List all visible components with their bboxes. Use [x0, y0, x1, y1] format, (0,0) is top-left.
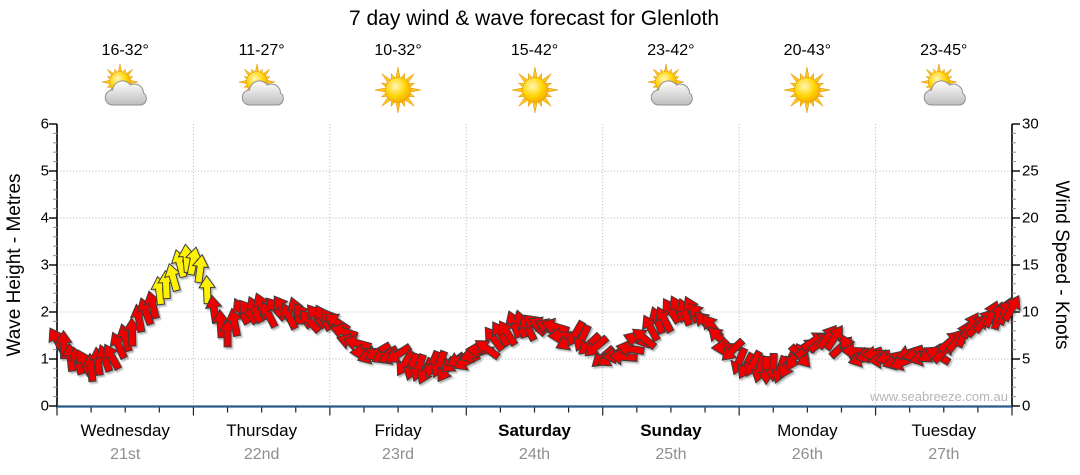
day-name-label: Sunday [640, 421, 702, 440]
sunny-icon [781, 64, 833, 121]
temp-range-label: 16-32° [101, 42, 149, 59]
right-axis-tick: 5 [1022, 350, 1031, 368]
right-axis-tick: 30 [1022, 115, 1039, 133]
right-axis-tick: 10 [1022, 303, 1039, 321]
right-axis-tick: 15 [1022, 256, 1039, 274]
chart-title: 7 day wind & wave forecast for Glenloth [348, 7, 720, 30]
wind-arrow [191, 253, 210, 284]
partly-cloudy-icon [918, 63, 970, 121]
wind-arrow [632, 328, 658, 351]
temp-range-label: 11-27° [238, 42, 285, 59]
day-name-label: Saturday [498, 421, 571, 440]
left-axis-tick: 2 [40, 303, 49, 321]
left-axis-tick: 4 [40, 209, 49, 227]
left-axis-tick: 3 [40, 256, 49, 274]
watermark: www.seabreeze.com.au [869, 389, 1008, 404]
sunny-icon [509, 64, 561, 121]
wind-arrow [54, 329, 73, 360]
right-axis-tick: 25 [1022, 162, 1039, 180]
wind-arrow [474, 340, 501, 361]
day-name-label: Monday [777, 421, 838, 440]
left-axis-tick: 0 [40, 397, 49, 415]
left-axis-tick: 5 [40, 162, 49, 180]
temp-range-label: 10-32° [374, 42, 422, 59]
partly-cloudy-icon [645, 63, 697, 121]
day-date-label: 27th [928, 446, 960, 463]
wind-arrow-series [48, 243, 1021, 386]
temp-range-label: 20-43° [783, 42, 832, 59]
day-date-label: 26th [791, 446, 823, 463]
partly-cloudy-icon [99, 63, 151, 121]
day-date-label: 25th [655, 446, 687, 463]
temp-range-label: 23-42° [647, 42, 695, 59]
day-date-label: 24th [518, 446, 551, 463]
wind-arrow [721, 337, 746, 361]
wind-arrow [385, 342, 413, 363]
wind-arrow [584, 334, 610, 357]
day-date-label: 22nd [243, 446, 280, 463]
right-axis-tick: 0 [1022, 397, 1031, 415]
wind-arrow [1001, 294, 1021, 323]
day-name-label: Wednesday [80, 421, 170, 440]
day-date-label: 21st [110, 446, 141, 463]
left-axis-tick: 6 [40, 115, 49, 133]
day-name-label: Tuesday [911, 421, 977, 440]
day-date-label: 23rd [382, 446, 415, 463]
temp-range-label: 23-45° [920, 42, 968, 59]
left-axis-tick: 1 [40, 350, 49, 368]
partly-cloudy-icon [236, 63, 288, 121]
right-axis-tick: 20 [1022, 209, 1039, 227]
wind-arrow [540, 317, 571, 335]
day-name-label: Friday [374, 421, 422, 440]
sunny-icon [372, 64, 424, 121]
day-name-label: Thursday [226, 421, 298, 440]
temp-range-label: 15-42° [510, 42, 559, 59]
